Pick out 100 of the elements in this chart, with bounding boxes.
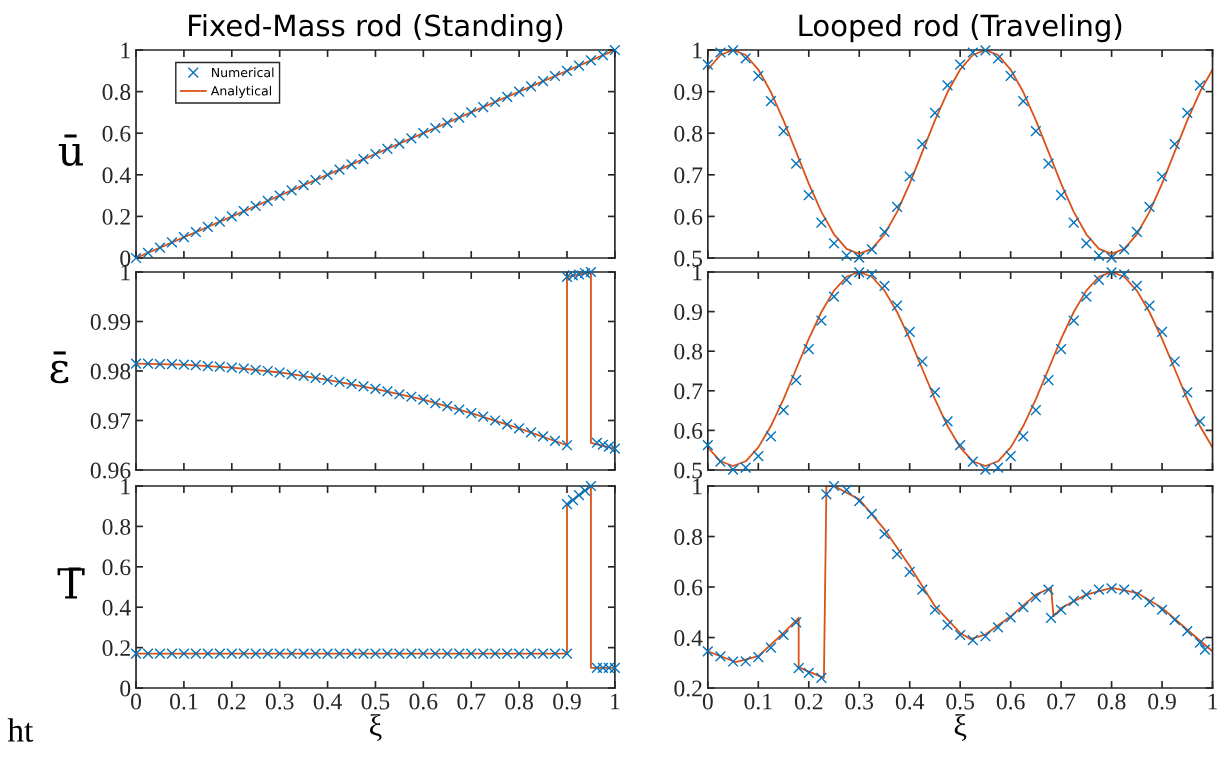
point: [465, 407, 477, 419]
x-tick-label: 0.6: [996, 693, 1025, 710]
point: [489, 414, 501, 427]
point: [513, 86, 525, 98]
point: [1106, 266, 1118, 278]
point: [853, 252, 865, 264]
point: [1030, 591, 1042, 603]
x-tick-label: 0.4: [895, 693, 925, 710]
point: [820, 488, 832, 500]
y-tick-label: 0.96: [90, 462, 131, 479]
y-tick-label: 0.6: [674, 422, 703, 439]
y-tick-label: 0.8: [674, 343, 703, 360]
point: [1030, 125, 1042, 137]
point: [1055, 343, 1067, 355]
x-tick-label: 0.3: [845, 693, 874, 710]
point: [891, 548, 903, 560]
point: [1169, 614, 1181, 626]
point: [1005, 450, 1017, 462]
y-tick-label: 0.2: [674, 680, 702, 697]
x-tick-label: 0.4: [313, 693, 342, 710]
point: [790, 616, 802, 628]
point: [777, 629, 790, 641]
y-tick-label: 0.98: [90, 363, 131, 380]
point: [477, 101, 489, 113]
point: [904, 170, 916, 183]
point: [585, 480, 597, 492]
point: [166, 236, 178, 248]
x-tick-label: 1: [611, 693, 620, 710]
point: [381, 143, 393, 155]
point: [765, 642, 777, 654]
point: [916, 583, 928, 596]
point: [954, 629, 966, 641]
point: [727, 44, 739, 56]
y-tick-label: 0.2: [102, 640, 130, 657]
x-tick-label: 1: [1208, 693, 1218, 710]
point: [992, 462, 1004, 474]
point: [1169, 355, 1181, 368]
x-tick-label: 0.2: [217, 693, 246, 710]
point: [262, 195, 274, 207]
point: [357, 153, 370, 165]
x-tick-label: 0.7: [1047, 693, 1076, 710]
point: [1017, 601, 1029, 613]
point: [1199, 644, 1211, 656]
point: [1055, 604, 1067, 616]
point: [1080, 290, 1092, 303]
point: [567, 494, 579, 506]
point: [929, 386, 941, 398]
chart-title: Looped rod (Traveling): [799, 13, 1122, 43]
point: [979, 44, 991, 56]
point: [1017, 430, 1029, 442]
point: [1181, 386, 1193, 398]
point: [585, 54, 597, 66]
point: [489, 96, 501, 108]
point: [1068, 217, 1080, 229]
point: [714, 46, 726, 59]
point: [1169, 138, 1181, 150]
point: [597, 49, 609, 61]
point: [904, 326, 916, 338]
point: [274, 190, 286, 202]
point: [1118, 243, 1130, 255]
point: [549, 435, 561, 447]
point: [1080, 237, 1092, 250]
point: [286, 184, 298, 196]
point: [1131, 589, 1143, 601]
point: [1181, 625, 1193, 637]
point: [1118, 268, 1130, 280]
point: [967, 46, 979, 59]
y-tick-label: 0: [120, 680, 131, 697]
point: [1045, 612, 1057, 624]
point: [597, 439, 609, 451]
point: [752, 651, 764, 663]
point: [609, 443, 621, 455]
point: [979, 630, 991, 642]
point: [310, 174, 322, 186]
point: [967, 456, 979, 468]
y-tick-label: 0.9: [674, 84, 702, 101]
point: [752, 450, 764, 462]
point: [727, 464, 739, 476]
point: [501, 91, 513, 103]
point: [740, 462, 752, 474]
x-tick-label: 0.3: [265, 693, 294, 710]
point: [702, 59, 714, 71]
point: [777, 125, 790, 137]
point: [828, 480, 840, 492]
point: [916, 138, 928, 150]
point: [866, 508, 878, 520]
point: [891, 300, 903, 312]
x-tick-label: 0.2: [794, 693, 823, 710]
y-tick-label: 1: [121, 42, 130, 59]
point: [429, 122, 441, 134]
legend-label: Analytical: [210, 85, 272, 98]
point: [714, 456, 726, 468]
y-tick-label: 0.4: [102, 599, 131, 616]
point: [793, 662, 805, 674]
point: [1042, 158, 1055, 170]
y-tick-label: 0.9: [674, 304, 702, 321]
y-tick-label: 0.2: [102, 208, 130, 225]
point: [333, 164, 346, 176]
x-tick-label: 0.1: [744, 693, 772, 710]
y-tick-label: 0.99: [90, 313, 131, 331]
